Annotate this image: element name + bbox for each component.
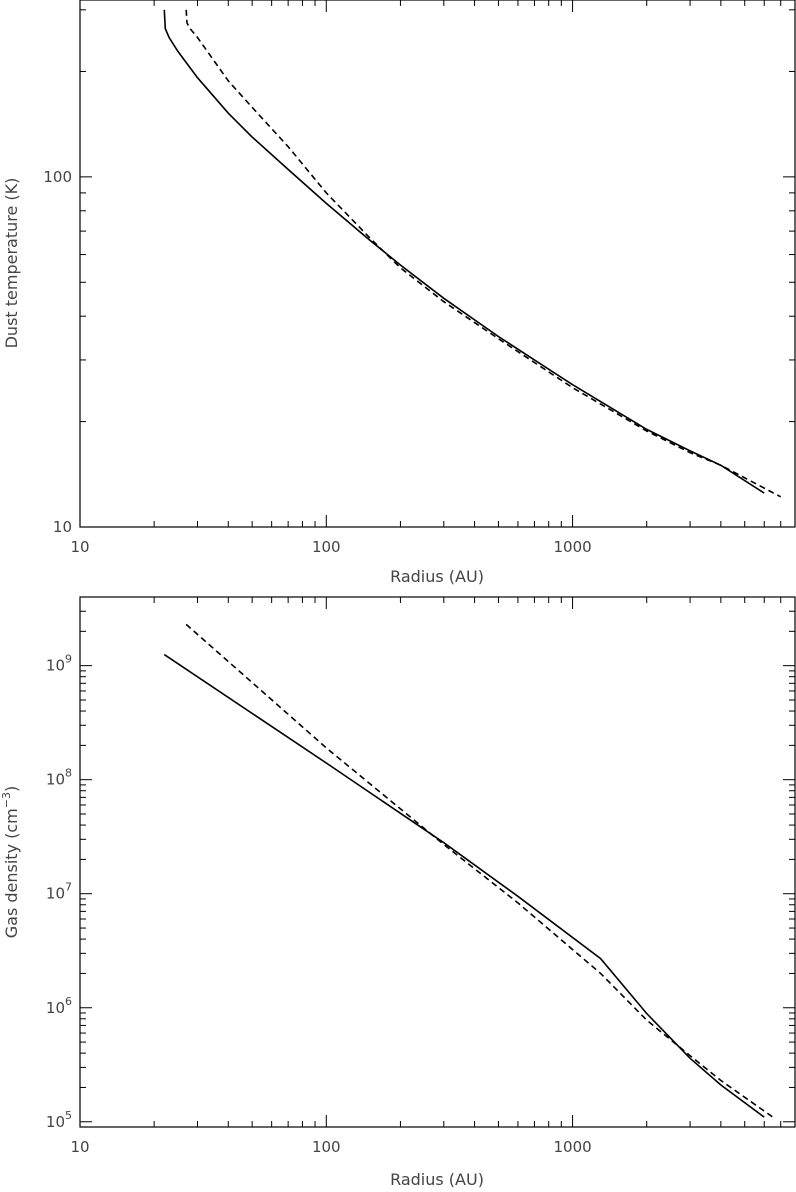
x-axis-title: Radius (AU) — [390, 1170, 484, 1189]
y-tick-label: 107 — [46, 881, 72, 903]
x-ticks: 10 100 1000 — [70, 0, 796, 556]
y-tick-label: 106 — [46, 995, 72, 1017]
x-tick-label: 100 — [312, 538, 341, 556]
series-group — [163, 9, 782, 498]
solid-series-line — [163, 653, 765, 1118]
y-axis-title-main: Gas density (cm — [2, 808, 21, 938]
dashed-series-line — [185, 623, 774, 1118]
x-tick-label: 100 — [312, 1138, 341, 1156]
plot-frame — [79, 0, 796, 528]
y-tick-label: 10 — [53, 518, 72, 536]
y-tick-label: 109 — [46, 653, 72, 675]
y-axis-title: Dust temperature (K) — [2, 178, 21, 349]
x-tick-label: 1000 — [553, 1138, 591, 1156]
y-ticks: 10 100 — [43, 9, 795, 536]
dust-temperature-chart: Radius (AU) Dust temperature (K) 10 100 10… — [2, 0, 796, 586]
y-tick-label: 108 — [46, 767, 72, 789]
x-tick-label: 1000 — [553, 538, 591, 556]
y-axis-title-end: ) — [2, 786, 21, 792]
y-tick-label: 105 — [46, 1109, 72, 1131]
plot-frame — [79, 596, 796, 1128]
x-tick-label: 10 — [70, 1138, 89, 1156]
x-tick-label: 10 — [70, 538, 89, 556]
y-ticks: 105 106 107 108 109 — [46, 596, 795, 1131]
x-ticks: 10 100 1000 — [70, 597, 796, 1156]
dashed-series-line — [185, 9, 782, 498]
y-axis-title-sup: −3 — [0, 792, 13, 808]
x-axis-title: Radius (AU) — [390, 567, 484, 586]
solid-series-line — [163, 9, 765, 494]
y-tick-label: 100 — [43, 168, 72, 186]
y-axis-title: Gas density (cm−3) — [0, 786, 21, 938]
series-group — [163, 623, 774, 1118]
gas-density-chart: Radius (AU) Gas density (cm−3) 10 100 1000… — [0, 596, 796, 1189]
